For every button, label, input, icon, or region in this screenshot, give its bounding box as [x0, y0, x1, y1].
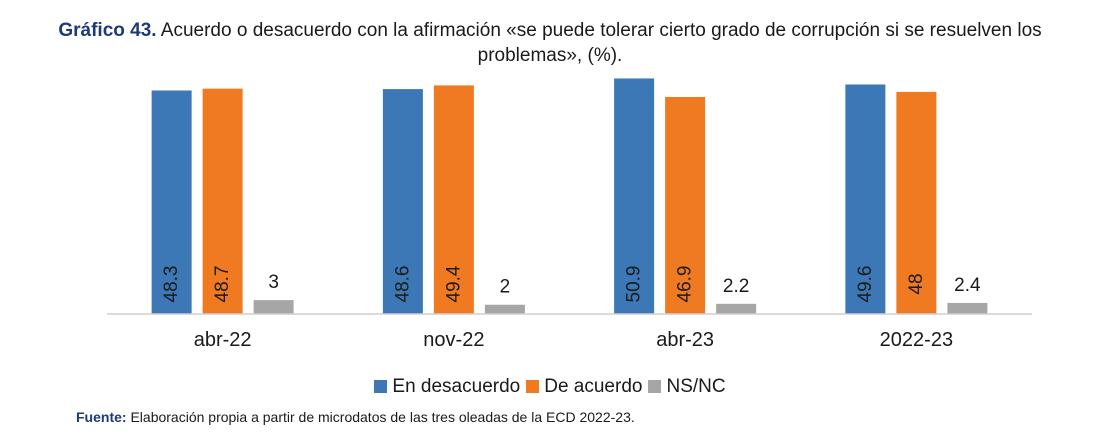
bar-de-acuerdo-nov-22: [433, 85, 474, 314]
data-label-de-acuerdo-abr-22: 48.7: [212, 266, 233, 303]
bar-en-desacuerdo-nov-22: [382, 89, 423, 314]
data-label-ns-nc-abr-22: 3: [268, 272, 279, 293]
source-label: Fuente:: [76, 409, 127, 425]
legend-item-de-acuerdo: De acuerdo: [526, 376, 642, 398]
x-tick-label-abr-23: abr-23: [656, 329, 714, 351]
legend-label-en-desacuerdo: En desacuerdo: [392, 376, 521, 397]
chart-title-lead: Gráfico 43.: [58, 20, 157, 41]
data-label-en-desacuerdo-2022-23: 49.6: [855, 266, 876, 303]
bar-de-acuerdo-2022-23: [896, 91, 937, 314]
legend-swatch-en-desacuerdo: [374, 380, 388, 393]
bar-de-acuerdo-abr-22: [202, 88, 243, 315]
bar-ns-nc-abr-23: [716, 303, 757, 314]
bar-en-desacuerdo-abr-22: [151, 90, 192, 315]
legend-swatch-de-acuerdo: [526, 380, 540, 393]
data-label-en-desacuerdo-abr-22: 48.3: [161, 266, 182, 303]
data-label-ns-nc-2022-23: 2.4: [954, 275, 981, 296]
bar-de-acuerdo-abr-23: [665, 96, 706, 314]
data-label-de-acuerdo-nov-22: 49.4: [443, 265, 464, 302]
legend-swatch-ns-nc: [648, 380, 662, 393]
data-label-de-acuerdo-2022-23: 48: [906, 273, 927, 294]
source-note: Fuente: Elaboración propia a partir de m…: [76, 409, 635, 425]
bar-en-desacuerdo-2022-23: [845, 84, 886, 315]
x-tick-label-nov-22: nov-22: [423, 329, 484, 351]
data-label-de-acuerdo-abr-23: 46.9: [675, 266, 696, 303]
chart-title: Gráfico 43. Acuerdo o desacuerdo con la …: [40, 18, 1060, 68]
bar-ns-nc-2022-23: [947, 302, 988, 314]
legend-item-ns-nc: NS/NC: [648, 376, 726, 398]
data-label-ns-nc-nov-22: 2: [500, 277, 511, 298]
legend-label-ns-nc: NS/NC: [666, 376, 726, 397]
legend-item-en-desacuerdo: En desacuerdo: [374, 376, 520, 398]
data-label-en-desacuerdo-abr-23: 50.9: [624, 266, 645, 303]
bar-en-desacuerdo-abr-23: [614, 78, 655, 315]
chart-title-text: Acuerdo o desacuerdo con la afirmación «…: [160, 20, 1042, 66]
bar-ns-nc-nov-22: [484, 304, 525, 314]
data-label-en-desacuerdo-nov-22: 48.6: [392, 266, 413, 303]
legend-label-de-acuerdo: De acuerdo: [544, 376, 643, 397]
x-tick-label-2022-23: 2022-23: [880, 329, 953, 351]
source-text: Elaboración propia a partir de microdato…: [130, 409, 635, 425]
bar-ns-nc-abr-22: [253, 300, 294, 314]
x-tick-label-abr-22: abr-22: [194, 329, 252, 351]
legend: En desacuerdo De acuerdo NS/NC: [0, 376, 1100, 398]
data-label-ns-nc-abr-23: 2.2: [723, 276, 749, 297]
